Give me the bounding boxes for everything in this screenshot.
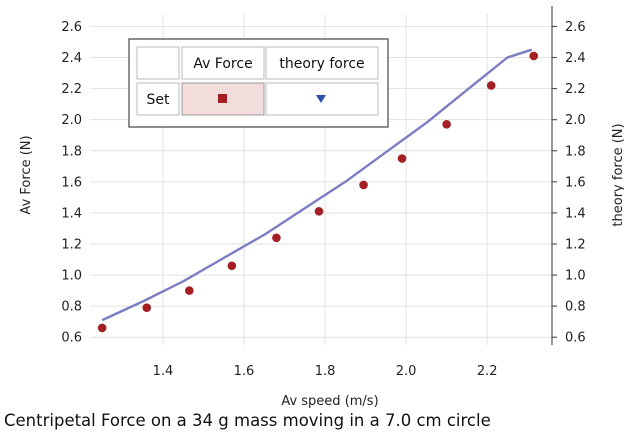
legend-square-marker bbox=[218, 94, 227, 103]
av-force-point bbox=[359, 180, 368, 190]
av-force-point bbox=[486, 81, 496, 90]
av-force-point bbox=[97, 323, 107, 333]
x-tick-label: 1.6 bbox=[234, 364, 255, 379]
y-tick-label-right: 2.0 bbox=[565, 113, 586, 128]
legend-header-cell-1 bbox=[181, 46, 265, 80]
av-force-point bbox=[184, 286, 194, 295]
tick-labels: 0.6 0.6 0.8 0.8 1.0 1.0 1.2 1.2 1.4 1.4 1.6 1.6 1.8 1… bbox=[61, 20, 585, 379]
legend-header-theory-force: theory force bbox=[279, 56, 364, 72]
y-tick-label-right: 2.4 bbox=[565, 51, 586, 66]
legend-header-cell-2 bbox=[265, 46, 379, 80]
legend-row-label-cell bbox=[136, 82, 180, 116]
y-axis-title-left: Av Force (N) bbox=[19, 135, 34, 214]
av-force-point bbox=[442, 120, 451, 129]
legend-header-blank-cell bbox=[136, 46, 180, 80]
y-tick-label-right: 1.8 bbox=[565, 144, 586, 159]
axes bbox=[551, 6, 557, 345]
legend-header-av-force: Av Force bbox=[193, 56, 252, 72]
av-force-point bbox=[529, 51, 539, 61]
y-tick-label-left: 1.6 bbox=[61, 175, 82, 190]
data-series bbox=[97, 48, 539, 333]
legend-triangle-marker bbox=[316, 95, 326, 103]
x-tick-label: 1.8 bbox=[315, 364, 336, 379]
av-force-point bbox=[314, 207, 324, 216]
av-force-point bbox=[227, 261, 237, 271]
legend: Av Force theory force Set bbox=[128, 38, 389, 128]
legend-row-label-set: Set bbox=[147, 92, 171, 108]
y-tick-label-left: 1.8 bbox=[61, 144, 82, 159]
y-tick-label-right: 2.6 bbox=[565, 20, 586, 35]
av-force-point bbox=[142, 303, 152, 313]
y-tick-label-left: 1.4 bbox=[61, 206, 82, 221]
theory-force-line bbox=[101, 48, 533, 322]
chart-caption: Centripetal Force on a 34 g mass moving … bbox=[4, 411, 491, 430]
x-axis-title: Av speed (m/s) bbox=[281, 394, 378, 409]
y-tick-label-left: 2.4 bbox=[61, 51, 82, 66]
y-tick-label-right: 0.6 bbox=[565, 331, 586, 346]
y-tick-label-left: 2.0 bbox=[61, 113, 82, 128]
y-tick-label-right: 1.0 bbox=[565, 269, 586, 284]
legend-swatch-cell-1[interactable] bbox=[181, 82, 265, 116]
x-tick-label: 2.2 bbox=[477, 364, 498, 379]
x-tick-label: 2.0 bbox=[396, 364, 417, 379]
y-tick-label-left: 0.8 bbox=[61, 300, 82, 315]
y-tick-label-left: 1.2 bbox=[61, 237, 82, 252]
x-tick-label: 1.4 bbox=[153, 364, 174, 379]
y-tick-label-right: 2.2 bbox=[565, 82, 586, 97]
y-tick-label-left: 0.6 bbox=[61, 331, 82, 346]
y-axis-title-right: theory force (N) bbox=[611, 123, 624, 226]
y-tick-label-right: 1.2 bbox=[565, 237, 586, 252]
y-tick-label-left: 1.0 bbox=[61, 269, 82, 284]
av-force-point bbox=[272, 233, 281, 243]
y-tick-label-right: 1.4 bbox=[565, 206, 586, 221]
y-tick-label-right: 1.6 bbox=[565, 175, 586, 190]
chart: 0.6 0.6 0.8 0.8 1.0 1.0 1.2 1.2 1.4 1.4 1.6 1.6 1.8 1… bbox=[19, 6, 624, 409]
y-tick-label-left: 2.2 bbox=[61, 82, 82, 97]
av-force-point bbox=[397, 154, 407, 163]
y-tick-label-left: 2.6 bbox=[61, 20, 82, 35]
y-tick-label-right: 0.8 bbox=[565, 300, 586, 315]
